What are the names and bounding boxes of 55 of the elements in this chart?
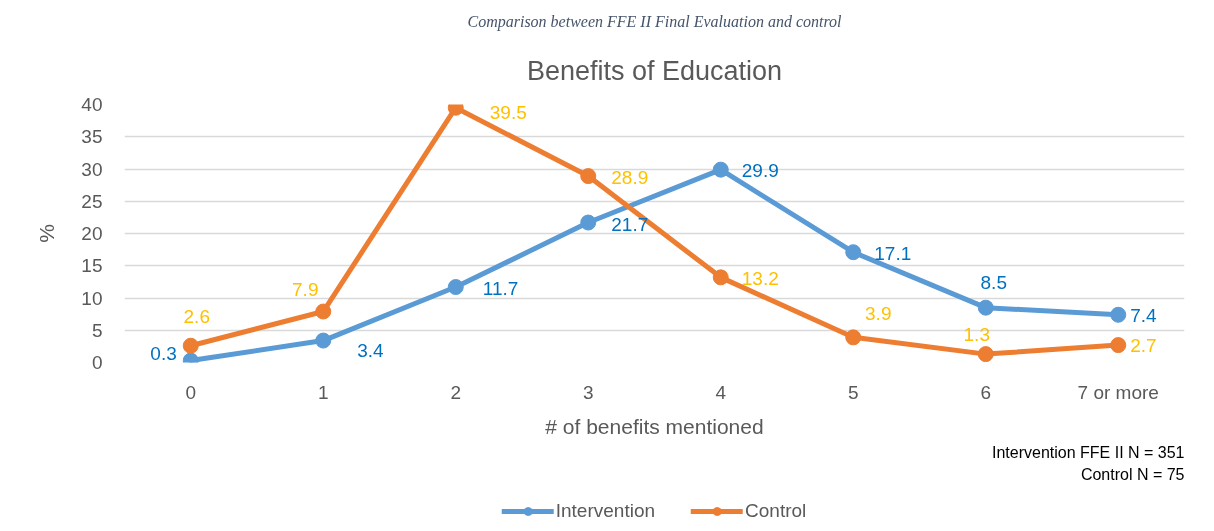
point	[1110, 306, 1127, 323]
y-tick-label: 10	[81, 287, 103, 309]
data-label: 8.5	[980, 272, 1007, 294]
point	[315, 332, 332, 349]
point	[182, 337, 199, 354]
data-label: 3.9	[865, 302, 892, 324]
data-label: 1.3	[963, 323, 990, 345]
point	[580, 168, 597, 185]
data-label: 28.9	[611, 166, 649, 188]
x-tick-label: 7 or more	[1077, 381, 1159, 403]
data-label: 3.4	[357, 340, 385, 362]
data-label: 7.4	[1130, 305, 1158, 327]
point	[712, 161, 729, 178]
point	[977, 346, 994, 363]
x-tick-label: 6	[980, 381, 992, 403]
legend-label: Intervention	[555, 499, 656, 522]
y-tick-label: 15	[81, 255, 103, 277]
chart-title: Benefits of Education	[526, 55, 783, 86]
point	[977, 299, 994, 316]
data-label: 11.7	[482, 277, 519, 299]
data-label: 13.2	[741, 267, 779, 289]
y-tick-label: 40	[81, 94, 103, 115]
x-axis-title: # of benefits mentioned	[545, 414, 764, 438]
point	[315, 303, 332, 320]
x-tick-label: 3	[582, 381, 594, 403]
point	[845, 244, 862, 261]
data-label: 17.1	[874, 242, 912, 264]
point	[845, 329, 862, 346]
y-tick-label: 20	[81, 223, 103, 244]
x-tick-label: 2	[450, 381, 462, 403]
data-label: 39.5	[489, 102, 527, 124]
data-label: 29.9	[741, 160, 779, 182]
y-tick-label: 0	[91, 352, 103, 373]
point	[580, 214, 597, 231]
y-tick-label: 25	[81, 190, 103, 212]
text: Control N = 75	[1080, 466, 1185, 483]
x-tick-label: 1	[317, 381, 329, 403]
data-label: 7.9	[292, 279, 319, 301]
y-tick-label: 5	[91, 319, 103, 341]
point	[712, 269, 729, 286]
text: Intervention FFE II N = 351	[991, 444, 1185, 461]
y-tick-label: 35	[81, 126, 103, 148]
data-label: 0.3	[150, 343, 177, 365]
x-tick-label: 4	[715, 381, 727, 403]
x-tick-label: 5	[847, 381, 859, 403]
point	[1110, 337, 1127, 354]
data-label: 2.7	[1130, 334, 1157, 356]
data-label: 2.6	[183, 306, 210, 328]
y-axis-title: %	[35, 224, 59, 243]
point	[447, 279, 464, 296]
x-tick-label: 0	[185, 381, 197, 403]
legend-label: Control	[745, 499, 807, 522]
data-label: 21.7	[611, 214, 649, 236]
text: Comparison between FFE II Final Evaluation and control	[467, 12, 843, 31]
y-tick-label: 30	[81, 158, 103, 180]
